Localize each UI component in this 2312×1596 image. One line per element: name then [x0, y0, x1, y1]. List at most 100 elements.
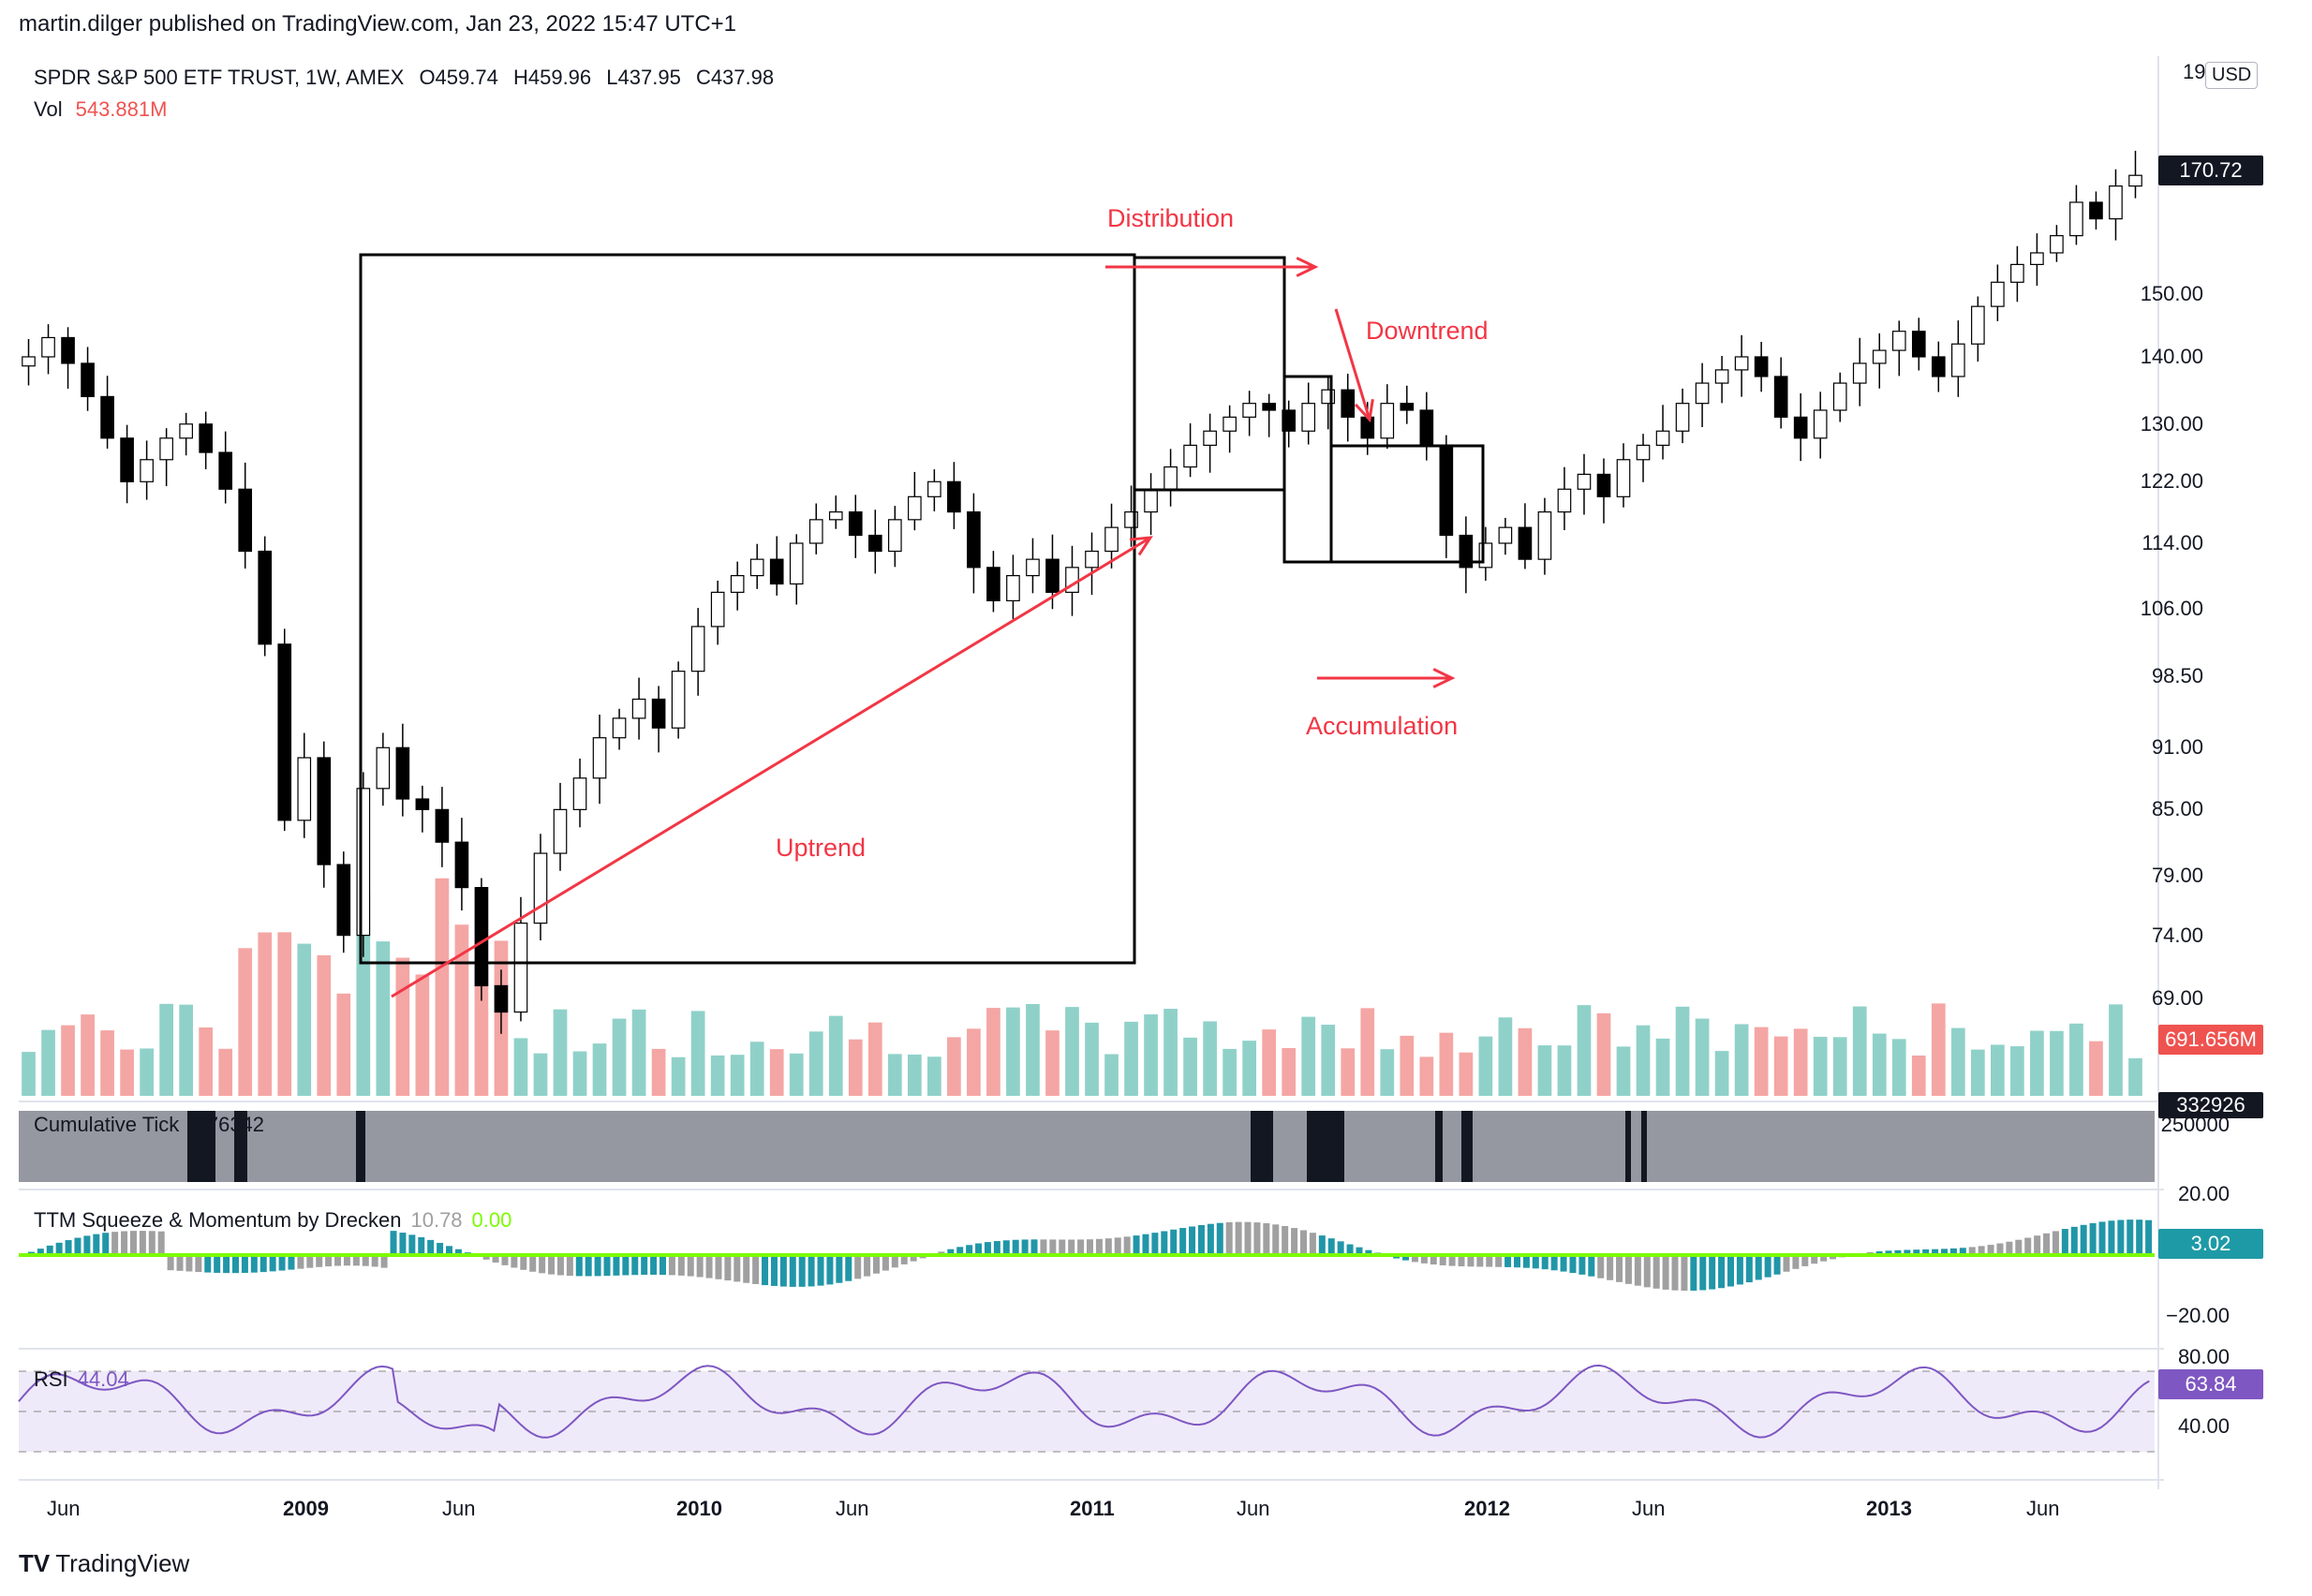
x-tick-label: 2011 — [1070, 1497, 1115, 1520]
squeeze-bar — [882, 1255, 889, 1271]
squeeze-bar — [2108, 1220, 2115, 1256]
volume-bar — [1577, 1005, 1592, 1096]
volume-bar — [730, 1055, 745, 1096]
squeeze-bar — [529, 1255, 537, 1272]
x-tick-label: Jun — [47, 1497, 81, 1520]
volume-bar — [238, 948, 253, 1096]
volume-bar — [1655, 1038, 1670, 1096]
volume-bar — [2030, 1030, 2044, 1096]
candle-body — [651, 698, 666, 729]
squeeze-bar — [566, 1255, 573, 1277]
squeeze-bar — [687, 1255, 694, 1277]
tradingview-logo[interactable]: TV TradingView — [19, 1549, 189, 1578]
squeeze-bar — [1578, 1255, 1586, 1275]
publisher-line: martin.dilger published on TradingView.c… — [19, 11, 737, 37]
tick-dark-block — [1461, 1111, 1473, 1182]
squeeze-bar — [1411, 1255, 1418, 1263]
volume-bar — [1144, 1014, 1158, 1096]
squeeze-bar — [1300, 1230, 1307, 1256]
squeeze-bar — [1161, 1231, 1168, 1256]
volume-bars — [22, 878, 2142, 1096]
ohlc-close: C437.98 — [695, 66, 775, 89]
candle-body — [474, 887, 489, 987]
volume-bar — [415, 974, 430, 1096]
x-tick-label: Jun — [442, 1497, 476, 1520]
volume-bar — [1360, 1008, 1375, 1096]
volume-bar — [1301, 1016, 1316, 1096]
volume-bar — [1714, 1051, 1729, 1096]
squeeze-bar — [288, 1255, 295, 1270]
squeeze-bar — [1430, 1255, 1437, 1265]
volume-bar — [710, 1055, 725, 1096]
candle-body — [1518, 526, 1533, 560]
candle-body — [140, 459, 154, 482]
squeeze-bar — [1550, 1255, 1558, 1271]
squeeze-bar — [836, 1255, 843, 1283]
currency-button[interactable]: USD — [2205, 62, 2259, 89]
squeeze-bar — [1225, 1221, 1233, 1256]
squeeze-bar — [1709, 1255, 1716, 1290]
candle-body — [258, 550, 273, 645]
squeeze-bar — [437, 1243, 444, 1256]
ohlc-low: L437.95 — [606, 66, 681, 89]
volume-bar — [1321, 1025, 1336, 1096]
squeeze-bar — [900, 1255, 908, 1264]
volume-bar — [651, 1048, 666, 1096]
annotation-uptrend: Uptrend — [776, 834, 867, 862]
squeeze-bar — [1420, 1255, 1428, 1264]
volume-bar — [1832, 1037, 1847, 1096]
squeeze-bar — [603, 1255, 611, 1277]
squeeze-bar — [1968, 1247, 1976, 1256]
squeeze-bar — [1272, 1224, 1280, 1256]
squeeze-bar — [1123, 1236, 1131, 1256]
squeeze-bar — [1820, 1255, 1828, 1262]
candle-body — [1911, 331, 1926, 358]
candle-body — [1262, 403, 1277, 411]
volume-bar — [612, 1018, 627, 1096]
squeeze-bar — [770, 1255, 778, 1286]
cumulative-tick-pane — [19, 1111, 2155, 1182]
price-candles — [22, 150, 2142, 1034]
candle-body — [1852, 362, 1867, 384]
squeeze-bar — [1059, 1239, 1066, 1256]
squeeze-bar — [55, 1242, 63, 1256]
candle-body — [1459, 534, 1474, 569]
candle-body — [1104, 526, 1119, 553]
candle-body — [1400, 403, 1415, 411]
squeeze-bar — [1532, 1255, 1539, 1269]
squeeze-bar — [724, 1255, 732, 1281]
x-tick-label: 2012 — [1464, 1497, 1510, 1520]
squeeze-bar — [1021, 1239, 1029, 1256]
squeeze-bar — [1624, 1255, 1632, 1284]
squeeze-bar — [975, 1243, 983, 1256]
squeeze-bar — [121, 1231, 128, 1256]
squeeze-bar — [1894, 1249, 1902, 1256]
candle-body — [1223, 416, 1237, 432]
squeeze-bar — [993, 1241, 1000, 1256]
squeeze-bar — [715, 1255, 722, 1279]
squeeze-bar — [1030, 1239, 1038, 1256]
squeeze-bar — [1068, 1239, 1075, 1256]
squeeze-bar — [696, 1255, 704, 1278]
candle-body — [927, 480, 941, 497]
candle-body — [1006, 574, 1020, 601]
squeeze-bar — [891, 1255, 898, 1268]
tv-logo-icon: TV — [19, 1549, 51, 1577]
squeeze-bar — [1467, 1255, 1475, 1267]
candle-body — [1537, 510, 1552, 560]
uptrend-box — [359, 253, 1136, 965]
squeeze-bar — [826, 1255, 834, 1285]
rsi-line — [18, 1364, 2150, 1439]
squeeze-bar — [1792, 1255, 1800, 1269]
candle-body — [1872, 349, 1887, 364]
volume-bar — [120, 1049, 134, 1096]
candle-body — [395, 746, 410, 800]
volume-bar — [395, 957, 410, 1096]
volume-bar — [81, 1014, 95, 1096]
squeeze-bar — [631, 1255, 639, 1276]
candle-body — [1301, 403, 1316, 432]
squeeze-bar — [1745, 1255, 1753, 1283]
volume-bar — [1991, 1044, 2005, 1096]
uptrend-arrow-head — [1129, 536, 1153, 556]
